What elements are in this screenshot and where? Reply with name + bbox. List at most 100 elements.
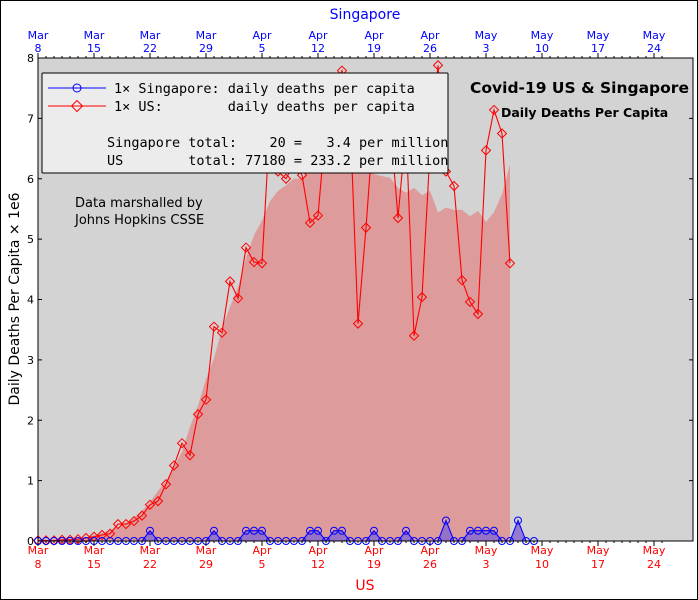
x-top-tick-month: May [587,29,610,42]
x-tick-month: Apr [308,544,328,557]
us-point [96,529,108,541]
chart-subtitle: Daily Deaths Per Capita [501,105,668,120]
us-point [496,128,508,139]
us-point [360,222,372,233]
us-point [448,180,460,192]
us-point [128,515,140,527]
legend-label-us: 1× US: daily deaths per capita [114,99,415,115]
x-top-tick-month: Mar [28,29,49,42]
sg-point [330,526,338,535]
us-point [104,528,116,539]
sg-point [146,526,154,535]
x-tick-day: 5 [259,558,266,571]
us-point [312,210,324,221]
us-point [176,437,188,449]
us-point [504,258,516,269]
y-axis-ticks: 0 1 2 3 4 5 6 7 8 [27,52,693,548]
x-tick-month: Apr [252,544,272,557]
legend-us-marker [70,99,84,113]
x-tick-day: 17 [591,558,605,571]
x-tick-month: May [531,544,554,557]
us-point [248,256,260,268]
us-point [432,60,444,71]
us-point [296,169,308,181]
sg-point [490,526,498,535]
us-point [144,499,156,510]
x-tick-day: 22 [143,558,157,571]
us-point [168,460,180,471]
x-top-tick-month: Apr [252,29,272,42]
us-point [232,293,244,304]
x-tick-month: Apr [364,544,384,557]
us-point [472,308,484,320]
sg-point [338,526,346,535]
x-top-tick-day: 3 [483,42,490,55]
us-point [304,217,316,229]
us-point [192,409,204,420]
x-tick-month: Mar [196,544,217,557]
us-point [464,296,476,308]
x-top-tick-month: May [531,29,554,42]
sg-point [258,526,266,535]
us-point [136,510,148,521]
y-tick-label: 3 [27,354,34,367]
x-tick-day: 29 [199,558,213,571]
bottom-axis-title: US [355,578,374,594]
us-point [160,479,172,490]
sg-area-fill [38,520,534,541]
legend-label-singapore: 1× Singapore: daily deaths per capita [114,81,415,97]
x-top-tick-day: 22 [143,42,157,55]
x-top-tick-month: Apr [364,29,384,42]
us-point [152,495,164,507]
x-tick-month: Mar [140,544,161,557]
us-point [488,104,500,116]
us-point [280,173,292,184]
sg-point [514,516,522,525]
x-tick-day: 24 [647,558,661,571]
us-point [224,276,236,287]
us-point [72,533,84,545]
x-tick-day: 26 [423,558,437,571]
y-tick-label: 4 [27,294,34,307]
sg-point [242,526,250,535]
y-tick-label: 0 [27,535,34,548]
us-point [456,274,468,286]
us-point [200,394,212,405]
y-tick-label: 1 [27,475,34,488]
x-tick-day: 3 [483,558,490,571]
x-top-tick-month: Apr [420,29,440,42]
x-top-tick-month: Apr [308,29,328,42]
x-top-tick-day: 24 [647,42,661,55]
sg-point [402,526,410,535]
us-point [112,518,124,530]
us-point [416,291,428,303]
x-top-tick-day: 19 [367,42,381,55]
top-axis-title: Singapore [330,7,401,23]
x-top-tick-day: 12 [311,42,325,55]
x-tick-day: 10 [535,558,549,571]
sg-point [250,526,258,535]
x-tick-month: May [475,544,498,557]
y-tick-label: 8 [27,52,34,65]
x-top-tick-month: Mar [84,29,105,42]
x-tick-month: Apr [420,544,440,557]
x-tick-month: Mar [28,544,49,557]
sg-point [474,526,482,535]
source-annotation-line-2: Johns Hopkins CSSE [74,213,204,228]
sg-point [442,516,450,525]
y-tick-label: 7 [27,112,34,125]
x-top-tick-month: May [643,29,666,42]
us-point [120,518,132,530]
x-top-tick-month: Mar [140,29,161,42]
us-point [256,258,268,269]
area-fills [38,144,534,541]
us-area-fill [38,144,510,541]
us-point [480,145,492,156]
us-point [184,450,196,461]
sg-point [306,526,314,535]
us-point [352,318,364,329]
x-top-tick-day: 5 [259,42,266,55]
y-tick-label: 5 [27,233,34,246]
legend-total-singapore: Singapore total: 20 = 3.4 per million [107,135,448,151]
